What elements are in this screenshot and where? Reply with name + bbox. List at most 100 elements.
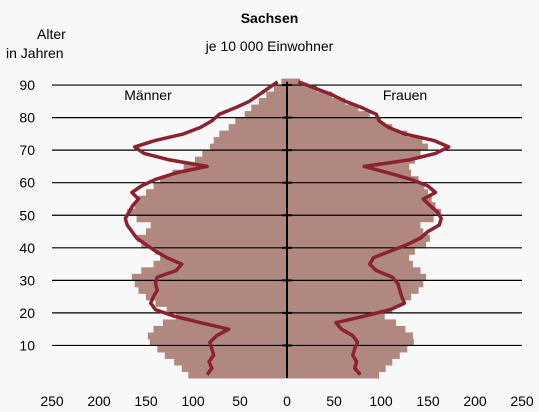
chart-subtitle: je 10 000 Einwohner (205, 38, 334, 54)
male-bar (188, 371, 287, 379)
female-bar (287, 104, 359, 112)
female-bar (287, 163, 410, 171)
male-comparison-line (123, 80, 279, 376)
x-tick-label: 150 (416, 393, 440, 409)
female-bar (287, 221, 421, 229)
male-bar (150, 221, 287, 229)
female-bar (287, 260, 413, 268)
male-bar (134, 202, 287, 210)
male-bar (136, 234, 287, 242)
male-bar (281, 78, 287, 86)
female-bar (287, 299, 402, 307)
y-tick-label: 30 (19, 272, 35, 288)
female-bar (287, 325, 406, 333)
female-bar (287, 176, 419, 184)
female-bar (287, 182, 425, 190)
male-bar (235, 117, 287, 125)
male-bar (164, 351, 287, 359)
male-bar (160, 176, 287, 184)
male-bar (146, 189, 287, 197)
x-tick-label: 150 (134, 393, 158, 409)
male-bar (183, 163, 287, 171)
x-tick-label: 50 (326, 393, 342, 409)
female-bar (287, 98, 346, 106)
male-bar (141, 267, 287, 275)
female-bar (287, 241, 427, 249)
male-bar (202, 150, 287, 158)
male-bar (149, 338, 287, 346)
y-axis-label-line2: in Jahren (6, 45, 64, 61)
female-bar (287, 124, 393, 132)
y-tick-label: 90 (19, 77, 35, 93)
female-bar (287, 130, 408, 138)
female-bar (287, 195, 432, 203)
female-bar (287, 234, 430, 242)
female-bar (287, 371, 380, 379)
male-bar (166, 306, 287, 314)
female-bar (287, 280, 424, 288)
male-bar (155, 299, 287, 307)
female-bar (287, 150, 421, 158)
male-bar (181, 364, 287, 372)
female-bar (287, 189, 428, 197)
x-tick-label: 200 (463, 393, 487, 409)
male-bar (228, 124, 287, 132)
x-tick-label: 0 (283, 393, 291, 409)
female-bar (287, 156, 415, 164)
female-bar (287, 78, 301, 86)
x-tick-label: 200 (87, 393, 111, 409)
female-bar (287, 215, 434, 223)
male-bar (141, 241, 287, 249)
male-bar (138, 286, 287, 294)
male-bar (258, 98, 287, 106)
chart-title: Sachsen (240, 10, 299, 26)
male-label: Männer (124, 87, 172, 103)
y-tick-label: 70 (19, 142, 35, 158)
female-bar (287, 312, 385, 320)
female-bar (287, 117, 381, 125)
female-label: Frauen (383, 87, 427, 103)
male-bar (194, 156, 287, 164)
male-bar (273, 85, 287, 93)
male-bar (176, 312, 287, 320)
female-bar (287, 345, 408, 353)
female-bar (287, 137, 423, 145)
female-bar (287, 358, 393, 366)
female-bar (287, 254, 410, 262)
y-tick-label: 40 (19, 240, 35, 256)
male-bar (219, 130, 287, 138)
female-bar (287, 169, 412, 177)
female-bar (287, 306, 393, 314)
female-comparison-line (297, 80, 451, 376)
female-bar (287, 286, 419, 294)
male-bar (266, 91, 287, 99)
male-bar (213, 137, 287, 145)
male-bar (209, 143, 287, 151)
female-bar (287, 228, 424, 236)
y-tick-label: 10 (19, 337, 35, 353)
male-bar (251, 104, 287, 112)
y-tick-label: 20 (19, 305, 35, 321)
female-bar (287, 267, 421, 275)
male-bar (174, 358, 287, 366)
female-bar (287, 273, 427, 281)
female-bar (287, 247, 415, 255)
female-bar (287, 143, 428, 151)
y-tick-label: 50 (19, 207, 35, 223)
female-bar (287, 351, 400, 359)
male-bar (160, 254, 287, 262)
female-bar (287, 91, 333, 99)
male-bar (244, 111, 287, 119)
male-bar (153, 260, 287, 268)
male-bar (162, 319, 287, 327)
female-bar (287, 202, 436, 210)
x-tick-label: 100 (369, 393, 393, 409)
male-bar (153, 325, 287, 333)
male-bar (127, 208, 287, 216)
x-tick-label: 100 (181, 393, 205, 409)
y-tick-label: 60 (19, 175, 35, 191)
x-tick-label: 50 (232, 393, 248, 409)
male-bar (136, 215, 287, 223)
